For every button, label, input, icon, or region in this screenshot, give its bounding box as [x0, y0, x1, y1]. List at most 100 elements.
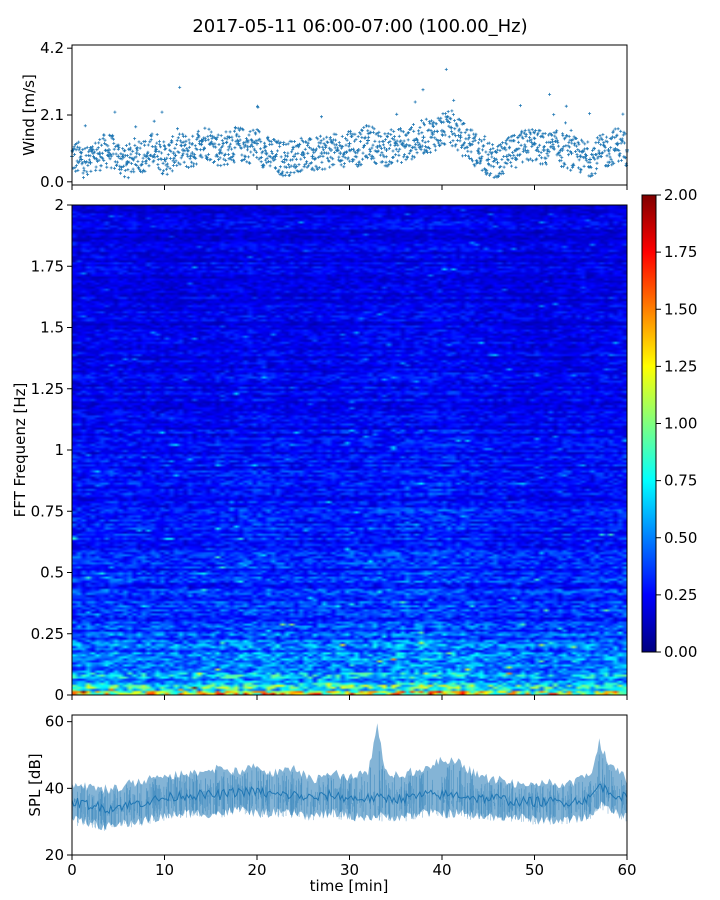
- wind-point-1: [79, 157, 84, 162]
- spectrogram-y-tick-label-5: 1.25: [31, 380, 64, 398]
- colorbar-gradient: [642, 195, 656, 652]
- spl-x-label: time [min]: [310, 877, 389, 895]
- wind-point-29: [338, 151, 343, 156]
- wind-point-36: [403, 144, 407, 149]
- spl-x-tick-label-6: 60: [617, 861, 636, 879]
- wind-point-6: [125, 160, 130, 165]
- wind-point-20: [255, 141, 259, 146]
- colorbar-tick-label-8: 2.00: [664, 186, 697, 204]
- spectrogram-y-tick-label-0: 0: [54, 686, 64, 704]
- wind-point-14: [199, 138, 204, 143]
- wind-point-56: [588, 157, 592, 162]
- wind-point-12: [181, 148, 185, 152]
- spl-x-tick-label-0: 0: [67, 861, 77, 879]
- colorbar-tick-label-0: 0.00: [664, 643, 697, 661]
- wind-point-28: [329, 148, 333, 152]
- spectrogram-panel: 0 0.25 0.5 0.75 1 1.25 1.5 1.75 2 FFT Frequenz […: [11, 196, 628, 704]
- colorbar: 0.00 0.25 0.50 0.75 1.00 1.25 1.50 1.75 2.00: [641, 186, 697, 661]
- colorbar-tick-label-4: 1.00: [664, 415, 697, 433]
- colorbar-tick-label-7: 1.75: [664, 243, 697, 261]
- wind-points: [70, 67, 629, 180]
- spl-x-tick-label-2: 20: [247, 861, 266, 879]
- spl-x-tick-label-3: 30: [340, 861, 359, 879]
- wind-point-26: [310, 154, 315, 159]
- wind-point-11: [171, 151, 176, 156]
- spl-y-tick-label-1: 40: [45, 779, 64, 797]
- wind-point-57: [597, 151, 602, 156]
- colorbar-tick-label-3: 0.75: [664, 472, 697, 490]
- colorbar-ticks: 0.00 0.25 0.50 0.75 1.00 1.25 1.50 1.75 2.00: [656, 186, 697, 661]
- wind-point-46: [495, 160, 500, 165]
- colorbar-tick-label-1: 0.25: [664, 586, 697, 604]
- wind-point-41: [449, 125, 454, 130]
- wind-point-22: [273, 154, 278, 159]
- spl-y-tick-label-2: 60: [45, 713, 64, 731]
- spl-panel: 20 40 60 0 10 20 30 40 50 60 SPL [dB] time [min]: [26, 713, 637, 895]
- wind-panel: 0.0 2.1 4.2 Wind [m/s]: [20, 39, 629, 191]
- wind-point-5: [116, 154, 121, 159]
- wind-point-55: [578, 154, 583, 159]
- wind-point-53: [560, 148, 565, 152]
- wind-point-7: [134, 151, 139, 156]
- wind-point-31: [356, 148, 361, 152]
- colorbar-tick-label-6: 1.50: [664, 300, 697, 318]
- wind-point-34: [384, 148, 389, 152]
- spectrogram-y-tick-label-7: 1.75: [31, 257, 64, 275]
- wind-point-2: [88, 160, 93, 165]
- wind-point-17: [227, 144, 232, 149]
- wind-point-42: [458, 135, 463, 140]
- spl-y-tick-label-0: 20: [45, 846, 64, 864]
- spl-y-ticks: 20 40 60: [45, 713, 72, 864]
- wind-y-ticks: 0.0 2.1 4.2: [40, 39, 72, 191]
- wind-y-tick-label-2: 4.2: [40, 39, 64, 57]
- wind-point-40: [440, 128, 444, 133]
- wind-point-47: [504, 154, 509, 159]
- spectrogram-y-tick-label-8: 2: [54, 196, 64, 214]
- spectrogram-image: [72, 205, 627, 695]
- wind-markers: [70, 67, 629, 180]
- wind-point-24: [292, 154, 296, 159]
- wind-point-37: [412, 138, 417, 143]
- spl-x-tick-label-4: 40: [432, 861, 451, 879]
- wind-point-32: [366, 138, 370, 143]
- spl-noise-lines: [71, 751, 627, 831]
- wind-y-tick-label-0: 0.0: [40, 173, 64, 191]
- wind-point-8: [144, 154, 148, 159]
- wind-point-3: [97, 151, 102, 156]
- wind-point-4: [107, 148, 111, 152]
- figure-title: 2017-05-11 06:00-07:00 (100.00_Hz): [192, 16, 527, 37]
- wind-point-58: [606, 148, 611, 152]
- wind-point-48: [514, 148, 518, 152]
- wind-point-52: [551, 144, 555, 149]
- wind-point-15: [208, 141, 213, 146]
- spectrogram-y-label: FFT Frequenz [Hz]: [11, 383, 29, 518]
- spectrogram-x-ticks: [71, 695, 628, 700]
- wind-point-10: [162, 157, 167, 162]
- wind-point-9: [153, 144, 158, 149]
- wind-point-35: [393, 141, 398, 146]
- wind-point-49: [523, 144, 528, 149]
- wind-point-16: [218, 148, 222, 152]
- spl-y-label: SPL [dB]: [26, 753, 44, 816]
- wind-point-18: [236, 141, 241, 146]
- colorbar-tick-label-2: 0.50: [664, 529, 697, 547]
- spectrogram-y-tick-label-4: 1: [54, 441, 64, 459]
- spl-x-tick-label-1: 10: [155, 861, 174, 879]
- wind-point-54: [569, 151, 574, 156]
- wind-point-50: [532, 141, 537, 146]
- wind-point-23: [282, 157, 287, 162]
- colorbar-tick-label-5: 1.25: [664, 357, 697, 375]
- spectrogram-y-ticks: 0 0.25 0.5 0.75 1 1.25 1.5 1.75 2: [31, 196, 72, 704]
- wind-x-ticks: [71, 185, 628, 190]
- wind-point-43: [467, 141, 472, 146]
- spectrogram-y-tick-label-2: 0.5: [40, 564, 64, 582]
- wind-point-38: [421, 135, 426, 140]
- wind-point-13: [190, 151, 195, 156]
- wind-y-tick-label-1: 2.1: [40, 106, 64, 124]
- spl-noise-strokes: [71, 751, 627, 831]
- wind-point-39: [430, 132, 435, 137]
- wind-point-21: [264, 151, 269, 156]
- spectrogram-y-tick-label-6: 1.5: [40, 319, 64, 337]
- wind-point-25: [301, 151, 306, 156]
